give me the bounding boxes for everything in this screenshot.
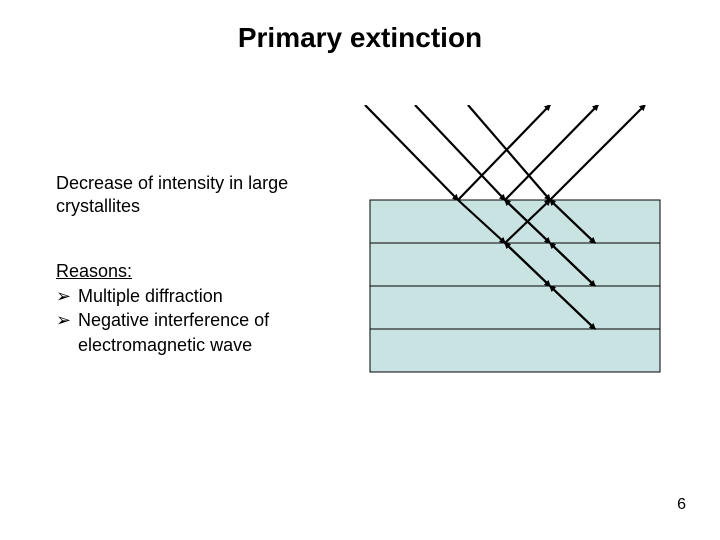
- slide-title: Primary extinction: [0, 22, 720, 54]
- list-item: Negative interference of electromagnetic…: [56, 308, 326, 357]
- page-number: 6: [677, 496, 686, 514]
- list-item: Multiple diffraction: [56, 284, 326, 308]
- reasons-list: Multiple diffraction Negative interferen…: [56, 284, 326, 357]
- reasons-heading: Reasons:: [56, 261, 132, 282]
- diffraction-diagram: [350, 105, 680, 375]
- subtitle-text: Decrease of intensity in large crystalli…: [56, 172, 306, 219]
